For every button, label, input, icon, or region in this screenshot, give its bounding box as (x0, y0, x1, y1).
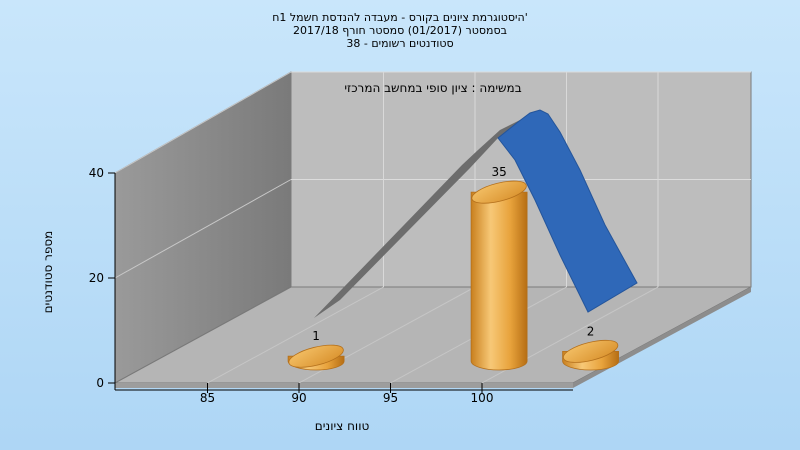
curve-shadow (314, 114, 532, 318)
curve-ribbon (497, 109, 638, 313)
bar (287, 344, 345, 371)
chart-subtitle: במשימה : ציון סופי במחשב המרכזי (344, 81, 521, 95)
y-tick-label: 0 (96, 376, 104, 390)
x-tick-label: 100 (471, 391, 494, 405)
x-axis-label: טווח ציונים (315, 419, 370, 433)
bar-value-label: 35 (491, 165, 506, 179)
bars (287, 180, 619, 371)
y-tick-label: 40 (89, 166, 104, 180)
bar-value-label: 1 (312, 329, 320, 343)
bar-top (471, 180, 527, 204)
x-tick-label: 90 (291, 391, 306, 405)
bar (562, 339, 619, 371)
y-axis-label: מספר סטודנטים (41, 231, 55, 314)
gridline-y (114, 71, 292, 174)
chart-title-line-2: בסמסטר (01/2017) סמסטר חורף 2017/18 (293, 24, 507, 37)
bar-body (470, 191, 528, 371)
x-tick-label: 95 (383, 391, 398, 405)
floor-front-edge (115, 383, 573, 388)
y-tick-label: 20 (89, 271, 104, 285)
chart-title-line-3: סטודנטים רשומים - 38 (346, 37, 454, 50)
bar-top (562, 339, 619, 363)
gridline-x-floor (207, 286, 384, 384)
bar-labels: 1 35 2 (312, 165, 594, 343)
gridline-y (114, 179, 292, 279)
x-tick-label: 85 (200, 391, 215, 405)
bar-value-label: 2 (587, 324, 595, 338)
chart-title-line-1: היסטוגרמת ציונים בקורס - מעבדה להנדסת חש… (272, 11, 528, 24)
axes: 0 20 40 85 90 95 100 (89, 166, 573, 405)
normal-curve (314, 109, 638, 318)
bar (470, 180, 528, 371)
bar-top (288, 344, 344, 368)
